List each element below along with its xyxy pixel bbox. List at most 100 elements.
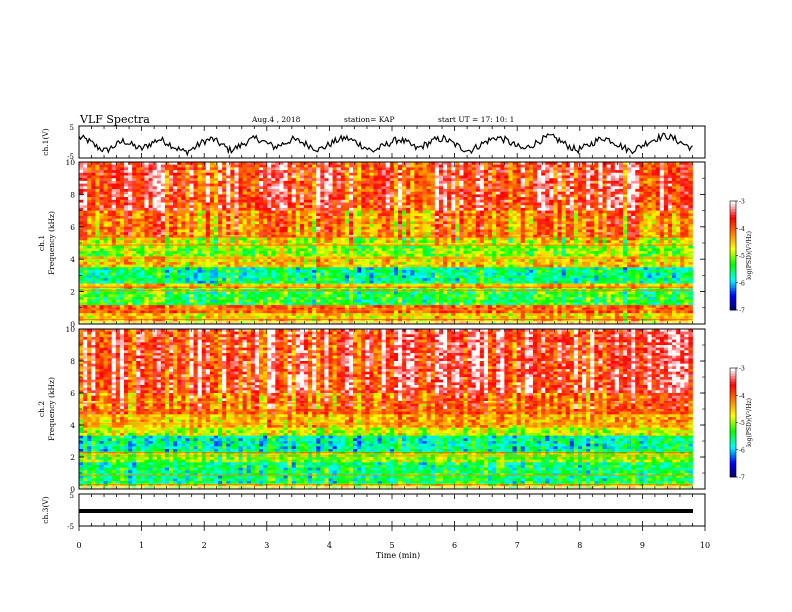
spectrogram-cell xyxy=(234,243,239,247)
spectrogram-cell xyxy=(402,167,407,171)
spectrogram-cell xyxy=(222,172,227,176)
spectrogram-cell xyxy=(688,175,693,179)
spectrogram-cell xyxy=(688,167,693,171)
spectrogram-cell xyxy=(197,221,203,225)
spectrogram-cell xyxy=(279,189,284,193)
spectrogram-cell xyxy=(627,218,632,222)
spectrogram-cell xyxy=(508,210,513,214)
spectrogram-cell xyxy=(479,172,485,176)
spectrogram-cell xyxy=(602,213,607,217)
spectrogram-cell xyxy=(479,164,485,168)
spectrogram-cell xyxy=(173,224,178,228)
spectrogram-cell xyxy=(213,199,219,203)
spectrogram-cell xyxy=(569,167,575,171)
spectrogram-cell xyxy=(598,180,603,184)
spectrogram-cell xyxy=(557,218,562,222)
spectrogram-cell xyxy=(680,162,685,166)
spectrogram-cell xyxy=(132,183,137,187)
spectrogram-cell xyxy=(594,202,599,206)
spectrogram-cell xyxy=(365,226,370,230)
spectrogram-cell xyxy=(218,248,223,252)
spectrogram-cell xyxy=(152,202,158,206)
spectrogram-cell xyxy=(115,170,121,174)
spectrogram-cell xyxy=(406,229,411,233)
spectrogram-cell xyxy=(610,162,616,166)
spectrogram-cell xyxy=(291,207,297,211)
spectrogram-cell xyxy=(438,170,444,174)
spectrogram-cell xyxy=(308,199,313,203)
spectrogram-cell xyxy=(123,178,129,182)
spectrogram-cell xyxy=(594,226,599,230)
spectrogram-cell xyxy=(173,234,178,238)
spectrogram-cell xyxy=(79,210,84,214)
spectrogram-cell xyxy=(303,221,309,225)
spectrogram-cell xyxy=(353,178,358,182)
spectrogram-cell xyxy=(250,216,256,220)
spectrogram-cell xyxy=(590,234,595,238)
spectrogram-cell xyxy=(193,234,199,238)
ch1-ytick-top: 5 xyxy=(70,124,74,132)
spectrogram-cell xyxy=(516,164,522,168)
spectrogram-cell xyxy=(520,172,526,176)
spectrogram-cell xyxy=(303,216,309,220)
spectrogram-cell xyxy=(238,180,243,184)
spectrogram-cell xyxy=(213,178,219,182)
spectrogram-cell xyxy=(602,189,607,193)
spectrogram-cell xyxy=(651,189,657,193)
spectrogram-cell xyxy=(516,221,522,225)
spectrogram-cell xyxy=(103,162,109,166)
spectrogram-cell xyxy=(103,191,109,195)
spectrogram-cell xyxy=(328,194,333,198)
spectrogram-cell xyxy=(643,202,648,206)
spectrogram-cell xyxy=(451,213,456,217)
spectrogram-cell xyxy=(451,178,456,182)
spectrogram-cell xyxy=(303,224,309,228)
spectrogram-cell xyxy=(643,186,648,190)
spectrogram-cell xyxy=(369,210,374,214)
spectrogram-cell xyxy=(504,175,509,179)
spectrogram-cell xyxy=(590,232,595,236)
spectrogram-cell xyxy=(348,213,354,217)
spectrogram-cell xyxy=(434,178,440,182)
spectrogram-cell xyxy=(422,178,428,182)
spectrogram-cell xyxy=(680,191,685,195)
spectrogram-cell xyxy=(140,234,145,238)
spectrogram-cell xyxy=(586,221,591,225)
spectrogram-cell xyxy=(287,162,293,166)
spectrogram-cell xyxy=(655,213,661,217)
spectrogram-cell xyxy=(393,240,399,244)
spectrogram-cell xyxy=(103,197,109,201)
spectrogram-cell xyxy=(639,240,644,244)
spectrogram-cell xyxy=(336,234,342,238)
spectrogram-cell xyxy=(398,197,403,201)
spectrogram-cell xyxy=(340,243,346,247)
spectrogram-cell xyxy=(569,218,575,222)
spectrogram-cell xyxy=(258,229,264,233)
spectrogram-cell xyxy=(655,178,661,182)
spectrogram-cell xyxy=(381,167,387,171)
spectrogram-cell xyxy=(111,248,117,252)
spectrogram-cell xyxy=(410,216,415,220)
spectrogram-cell xyxy=(479,224,485,228)
spectrogram-cell xyxy=(193,202,199,206)
spectrogram-cell xyxy=(688,216,693,220)
spectrogram-cell xyxy=(291,229,297,233)
spectrogram-cell xyxy=(590,175,595,179)
spectrogram-cell xyxy=(414,213,419,217)
spectrogram-cell xyxy=(258,202,264,206)
spectrogram-cell xyxy=(487,170,493,174)
spectrogram-cell xyxy=(168,162,174,166)
spectrogram-cell xyxy=(463,243,468,247)
spectrogram-cell xyxy=(528,240,534,244)
spectrogram-cell xyxy=(655,226,661,230)
spectrogram-cell xyxy=(177,183,182,187)
spectrogram-cell xyxy=(561,162,567,166)
spectrogram-cell xyxy=(160,218,166,222)
spectrogram-cell xyxy=(213,234,219,238)
spectrogram-cell xyxy=(659,199,665,203)
spectrogram-cell xyxy=(115,218,121,222)
spectrogram-cell xyxy=(667,162,673,166)
spectrogram-cell xyxy=(156,226,162,230)
spectrogram-cell xyxy=(144,207,149,211)
spectrogram-cell xyxy=(312,216,317,220)
